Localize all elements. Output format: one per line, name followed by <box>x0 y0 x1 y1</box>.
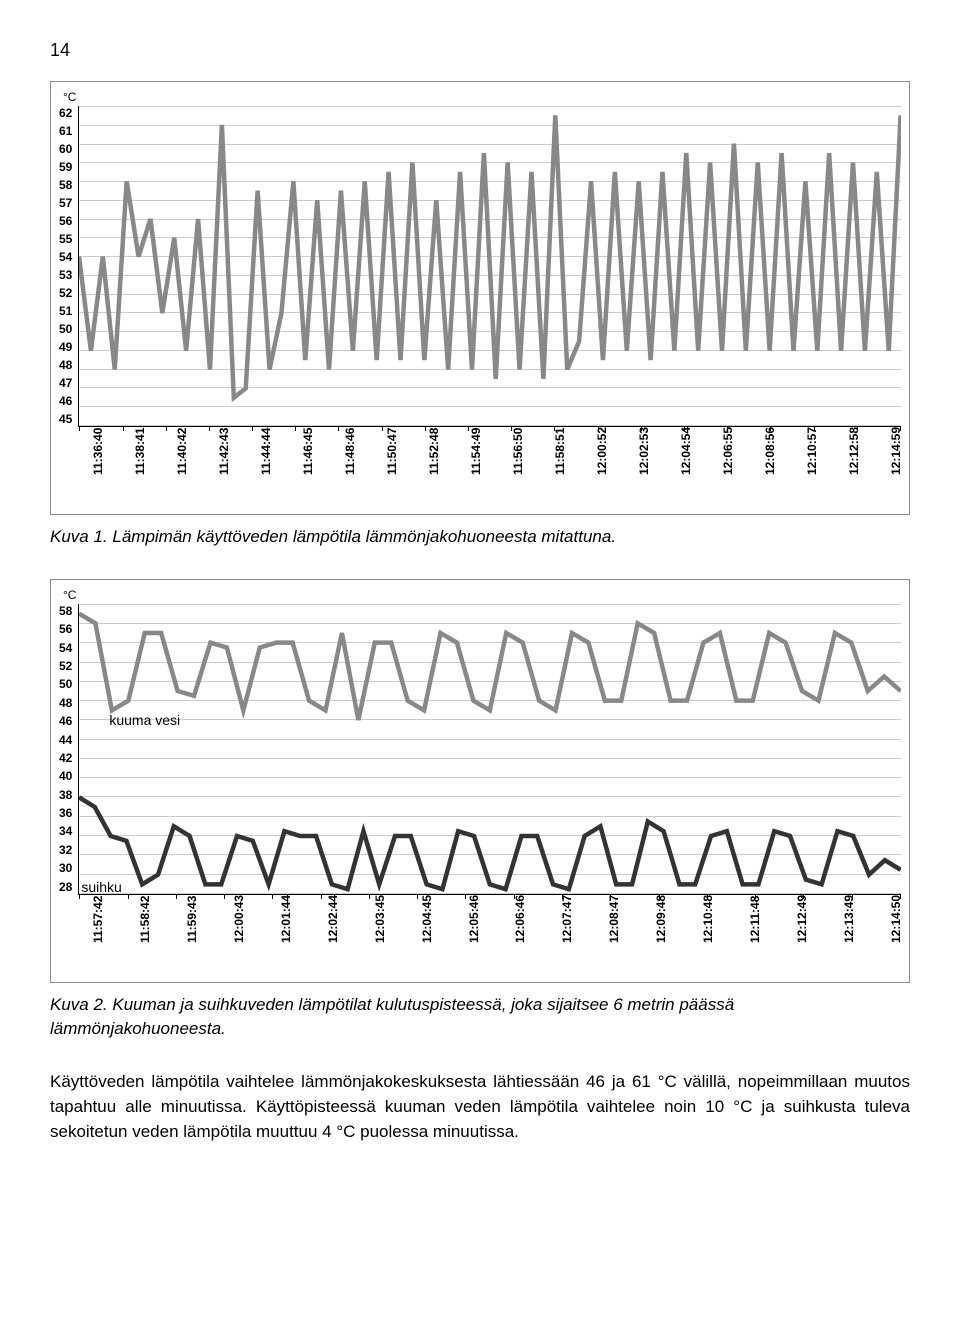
y-tick-label: 45 <box>59 412 72 426</box>
x-tick-label: 12:10:57 <box>805 465 819 475</box>
chart2-plot: kuuma vesi suihku <box>78 604 901 895</box>
chart1-y-unit: °C <box>59 90 901 104</box>
x-tick-label: 12:01:44 <box>279 933 293 943</box>
y-tick-label: 48 <box>59 358 72 372</box>
x-tick-label: 12:00:43 <box>232 933 246 943</box>
y-tick-label: 44 <box>59 733 72 747</box>
x-tick-label: 12:14:59 <box>889 465 903 475</box>
y-tick-label: 57 <box>59 196 72 210</box>
body-text: Käyttöveden lämpötila vaihtelee lämmönja… <box>50 1070 910 1144</box>
chart2-y-unit: °C <box>59 588 901 602</box>
y-tick-label: 34 <box>59 824 72 838</box>
x-tick-label: 11:38:41 <box>133 465 147 475</box>
x-tick-label: 12:06:55 <box>721 465 735 475</box>
x-tick-label: 11:48:46 <box>343 465 357 475</box>
y-tick-label: 55 <box>59 232 72 246</box>
y-tick-label: 52 <box>59 286 72 300</box>
y-tick-label: 58 <box>59 178 72 192</box>
x-tick-label: 12:13:49 <box>842 933 856 943</box>
x-tick-label: 11:40:42 <box>175 465 189 475</box>
caption1: Kuva 1. Lämpimän käyttöveden lämpötila l… <box>50 525 910 549</box>
x-tick-label: 12:14:50 <box>889 933 903 943</box>
x-tick-label: 12:10:48 <box>701 933 715 943</box>
chart1-container: °C 626160595857565554535251504948474645 … <box>50 81 910 515</box>
y-tick-label: 50 <box>59 677 72 691</box>
x-tick-label: 12:03:45 <box>373 933 387 943</box>
x-tick-label: 12:11:48 <box>748 933 762 943</box>
y-tick-label: 58 <box>59 604 72 618</box>
x-tick-label: 11:56:50 <box>511 465 525 475</box>
y-tick-label: 46 <box>59 714 72 728</box>
x-tick-label: 12:09:48 <box>654 933 668 943</box>
x-tick-label: 12:08:56 <box>763 465 777 475</box>
x-tick-label: 11:42:43 <box>217 465 231 475</box>
y-tick-label: 32 <box>59 843 72 857</box>
y-tick-label: 46 <box>59 394 72 408</box>
x-tick-label: 11:57:42 <box>91 933 105 943</box>
y-tick-label: 52 <box>59 659 72 673</box>
chart1-x-axis: 11:36:4011:38:4111:40:4211:42:4311:44:44… <box>93 435 901 449</box>
page-number: 14 <box>50 40 910 61</box>
y-tick-label: 40 <box>59 769 72 783</box>
chart2-container: °C 58 56 54 52 50 48 46 44 42 40 38 36 34 32 30 28 kuum… <box>50 579 910 983</box>
x-tick-label: 12:12:49 <box>795 933 809 943</box>
y-tick-label: 51 <box>59 304 72 318</box>
chart2-label-suihku: suihku <box>81 879 121 895</box>
y-tick-label: 47 <box>59 376 72 390</box>
y-tick-label: 56 <box>59 622 72 636</box>
chart2-label-kuuma: kuuma vesi <box>109 712 180 728</box>
y-tick-label: 62 <box>59 106 72 120</box>
x-tick-label: 11:52:48 <box>427 465 441 475</box>
caption2: Kuva 2. Kuuman ja suihkuveden lämpötilat… <box>50 993 910 1041</box>
x-tick-label: 12:02:53 <box>637 465 651 475</box>
y-tick-label: 56 <box>59 214 72 228</box>
y-tick-label: 61 <box>59 124 72 138</box>
x-tick-label: 11:58:51 <box>553 465 567 475</box>
y-tick-label: 60 <box>59 142 72 156</box>
y-tick-label: 38 <box>59 788 72 802</box>
x-tick-label: 11:50:47 <box>385 465 399 475</box>
x-tick-label: 12:08:47 <box>607 933 621 943</box>
x-tick-label: 11:36:40 <box>91 465 105 475</box>
y-tick-label: 28 <box>59 880 72 894</box>
y-tick-label: 49 <box>59 340 72 354</box>
x-tick-label: 11:59:43 <box>185 933 199 943</box>
x-tick-label: 12:02:44 <box>326 933 340 943</box>
y-tick-label: 30 <box>59 861 72 875</box>
x-tick-label: 12:07:47 <box>560 933 574 943</box>
y-tick-label: 59 <box>59 160 72 174</box>
x-tick-label: 12:04:54 <box>679 465 693 475</box>
x-tick-label: 11:54:49 <box>469 465 483 475</box>
x-tick-label: 11:58:42 <box>138 933 152 943</box>
x-tick-label: 12:12:58 <box>847 465 861 475</box>
chart2-x-axis: 11:57:4211:58:4211:59:4312:00:4312:01:44… <box>93 903 901 917</box>
x-tick-label: 12:05:46 <box>467 933 481 943</box>
x-tick-label: 12:06:46 <box>513 933 527 943</box>
y-tick-label: 36 <box>59 806 72 820</box>
y-tick-label: 54 <box>59 641 72 655</box>
chart1-plot <box>78 106 901 427</box>
y-tick-label: 53 <box>59 268 72 282</box>
chart1-y-axis: 62 61 60 59 58 57 56 55 54 53 52 51 50 49 48 47 46 45 <box>59 106 78 426</box>
x-tick-label: 12:00:52 <box>595 465 609 475</box>
x-tick-label: 11:46:45 <box>301 465 315 475</box>
x-tick-label: 12:04:45 <box>420 933 434 943</box>
y-tick-label: 48 <box>59 696 72 710</box>
y-tick-label: 42 <box>59 751 72 765</box>
y-tick-label: 54 <box>59 250 72 264</box>
y-tick-label: 50 <box>59 322 72 336</box>
x-tick-label: 11:44:44 <box>259 465 273 475</box>
chart2-y-axis: 58 56 54 52 50 48 46 44 42 40 38 36 34 32 30 28 <box>59 604 78 894</box>
